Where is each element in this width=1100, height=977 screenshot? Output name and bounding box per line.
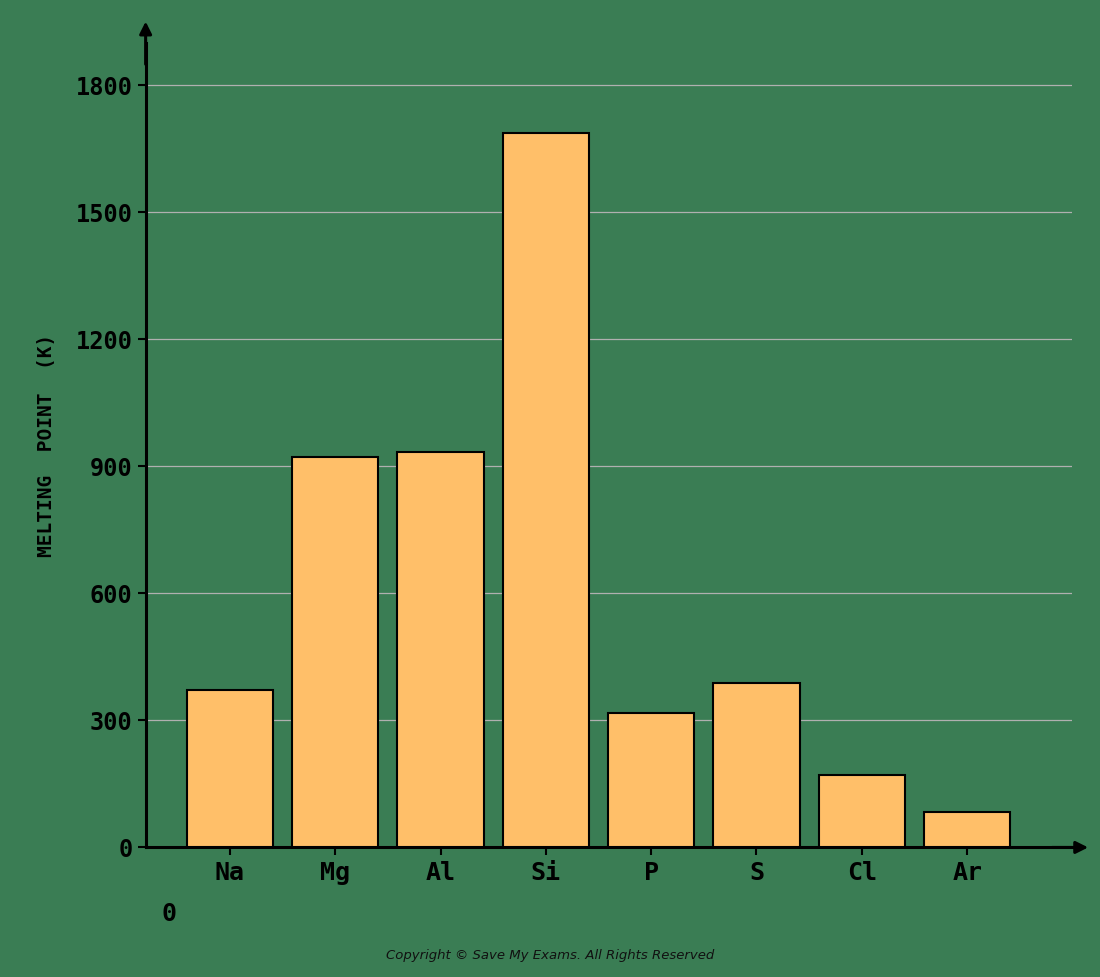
Bar bbox=[608, 713, 694, 847]
Text: 0: 0 bbox=[162, 903, 176, 926]
Bar bbox=[713, 683, 800, 847]
Bar bbox=[924, 812, 1010, 847]
Bar bbox=[292, 456, 378, 847]
Bar bbox=[818, 775, 905, 847]
Y-axis label: MELTING  POINT  (K): MELTING POINT (K) bbox=[37, 333, 56, 557]
Bar bbox=[397, 452, 484, 847]
Text: Copyright © Save My Exams. All Rights Reserved: Copyright © Save My Exams. All Rights Re… bbox=[386, 950, 714, 962]
Bar bbox=[187, 691, 273, 847]
Bar bbox=[503, 133, 588, 847]
